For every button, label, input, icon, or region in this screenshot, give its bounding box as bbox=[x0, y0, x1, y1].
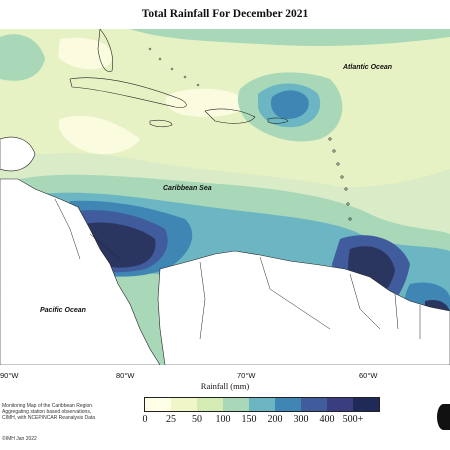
map-info: Monitoring Map of the Caribbean Region. … bbox=[2, 403, 120, 421]
bahamas-islands bbox=[148, 47, 200, 87]
landmass-central-america bbox=[0, 178, 161, 365]
rain-zone-lightest bbox=[165, 88, 250, 117]
legend-tick-label: 150 bbox=[241, 414, 257, 425]
lesser-antilles bbox=[328, 137, 352, 221]
legend-tick-label: 300 bbox=[293, 414, 309, 425]
info-line: Monitoring Map of the Caribbean Region. bbox=[2, 403, 94, 409]
legend-swatch bbox=[197, 398, 223, 411]
caribbean-sea-label: Caribbean Sea bbox=[163, 185, 212, 192]
legend-swatch bbox=[275, 398, 301, 411]
landmass-south-america bbox=[157, 250, 450, 365]
legend-tick-label: 100 bbox=[215, 414, 231, 425]
legend-swatch bbox=[327, 398, 353, 411]
legend-tick-label: 25 bbox=[166, 414, 176, 425]
island-florida bbox=[97, 29, 113, 72]
rain-zone-mid bbox=[130, 29, 450, 47]
info-line: Aggregating station based observations, bbox=[2, 409, 92, 415]
legend-swatch bbox=[353, 398, 379, 411]
island-hispaniola bbox=[204, 108, 256, 124]
longitude-label: 60°W bbox=[359, 371, 378, 380]
legend-tick-label: 0 bbox=[142, 414, 148, 425]
island-jamaica bbox=[149, 119, 173, 128]
map-title: Total Rainfall For December 2021 bbox=[141, 8, 309, 20]
legend-swatch bbox=[145, 398, 171, 411]
island-cuba bbox=[69, 77, 187, 108]
legend-swatch bbox=[171, 398, 197, 411]
rain-zone-higher bbox=[270, 90, 309, 119]
longitude-label: 90°W bbox=[0, 371, 19, 380]
rain-zone-lightest bbox=[58, 115, 140, 155]
legend-title: Rainfall (mm) bbox=[200, 381, 250, 391]
rain-zone-mid bbox=[0, 34, 45, 81]
legend-colorbar bbox=[144, 397, 380, 412]
longitude-label: 70°W bbox=[237, 371, 256, 380]
atlantic-ocean-label: Atlantic Ocean bbox=[343, 64, 393, 71]
legend-tick-label: 200 bbox=[267, 414, 283, 425]
legend-tick-label: 50 bbox=[192, 414, 202, 425]
rainfall-map bbox=[0, 29, 450, 365]
organization-logo bbox=[437, 404, 450, 430]
legend-swatch bbox=[301, 398, 327, 411]
legend-swatch bbox=[249, 398, 275, 411]
pacific-ocean-label: Pacific Ocean bbox=[40, 307, 86, 314]
country-borders bbox=[54, 198, 421, 340]
legend-tick-label: 500+ bbox=[342, 414, 364, 425]
legend-swatch bbox=[223, 398, 249, 411]
legend-tick-label: 400 bbox=[319, 414, 335, 425]
legend-ticks: 0 25 50 100 150 200 300 400 500+ bbox=[0, 414, 450, 428]
longitude-label: 80°W bbox=[116, 371, 135, 380]
island-yucatan bbox=[0, 136, 36, 172]
island-puerto-rico bbox=[267, 117, 289, 124]
credit-text: ©IMH Jan 2022 bbox=[2, 436, 37, 442]
info-line: CIMH, with NCEP/NCAR Reanalysis Data bbox=[2, 415, 96, 421]
